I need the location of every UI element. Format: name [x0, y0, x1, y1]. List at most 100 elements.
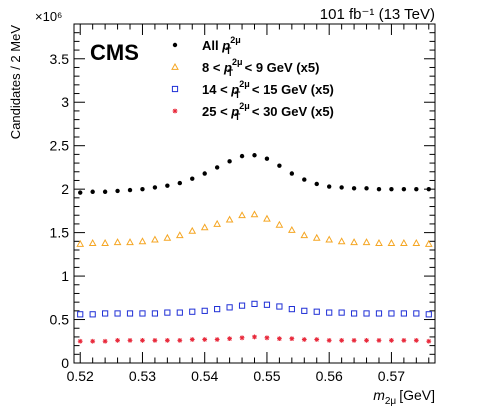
data-point	[312, 233, 321, 241]
x-tick-label: 0.53	[129, 368, 156, 384]
data-point	[287, 225, 296, 233]
data-point	[301, 337, 307, 342]
data-point	[189, 308, 196, 315]
data-point	[201, 307, 208, 314]
legend-sub: T	[228, 68, 234, 78]
data-point	[226, 304, 233, 311]
data-point	[89, 311, 96, 318]
data-point	[126, 238, 134, 246]
y-axis: 0 0.5 1 1.5 2 2.5 3 3.5	[50, 23, 435, 371]
data-point	[263, 301, 271, 308]
data-point	[151, 235, 159, 243]
data-point	[227, 159, 232, 164]
data-point	[213, 219, 222, 227]
legend-sub: T	[235, 112, 241, 122]
data-point	[376, 338, 382, 343]
x-tick-label: 0.55	[253, 368, 280, 384]
series-2	[77, 300, 432, 318]
legend-sup: 2μ	[230, 35, 241, 45]
data-point	[326, 184, 332, 189]
data-point	[151, 310, 159, 317]
data-point	[276, 336, 282, 342]
lumi-label: 101 fb⁻¹ (13 TeV)	[320, 6, 435, 23]
data-point	[152, 338, 158, 343]
data-point	[88, 239, 97, 246]
data-point	[350, 310, 358, 317]
legend-pre: 8 <	[202, 60, 224, 75]
data-point	[363, 310, 370, 317]
data-point	[164, 309, 171, 316]
legend-sup: 2μ	[239, 101, 250, 111]
x-axis-title: m2μ [GeV]	[373, 387, 435, 407]
data-point	[140, 186, 145, 192]
data-point	[362, 238, 371, 246]
data-point	[351, 338, 357, 343]
data-point	[175, 231, 184, 239]
data-point	[300, 231, 309, 239]
data-point	[252, 334, 257, 340]
data-point	[413, 338, 419, 343]
data-point	[202, 171, 207, 176]
data-point	[426, 338, 432, 344]
data-point	[127, 187, 133, 193]
data-point	[389, 338, 394, 343]
y-tick-label: 2	[61, 181, 69, 197]
data-point	[227, 336, 233, 342]
series-1	[76, 210, 433, 247]
data-point	[190, 176, 195, 181]
data-point	[140, 338, 145, 343]
series-3	[77, 334, 432, 344]
data-point	[424, 239, 433, 247]
data-point	[90, 189, 95, 194]
data-point	[288, 306, 295, 313]
y-tick-label: 1	[61, 268, 69, 284]
data-point	[176, 309, 183, 316]
data-point	[164, 338, 170, 343]
data-point	[163, 233, 172, 241]
data-point	[214, 306, 221, 313]
data-point	[412, 239, 421, 246]
data-point	[127, 338, 133, 343]
x-axis-title-m: m	[373, 387, 385, 403]
x-axis-title-sub: 2μ	[385, 396, 397, 407]
data-point	[351, 186, 357, 191]
legend-pre: All	[202, 38, 222, 53]
data-point	[400, 239, 408, 246]
data-point	[114, 310, 121, 317]
legend-sup: 2μ	[239, 79, 250, 89]
y-axis-title: Candidates / 2 MeV	[8, 25, 23, 140]
data-point	[426, 186, 431, 192]
data-point	[314, 337, 320, 342]
x-tick-label: 0.52	[67, 368, 94, 384]
y-tick-label: 0.5	[50, 312, 70, 328]
y-multiplier: ×10⁶	[35, 9, 62, 24]
data-point	[200, 223, 209, 231]
data-point	[325, 235, 334, 243]
data-point	[177, 180, 183, 186]
data-point	[401, 338, 407, 343]
x-axis-title-unit: [GeV]	[399, 387, 435, 403]
legend-marker	[171, 85, 179, 93]
data-point	[376, 186, 382, 192]
data-point	[275, 220, 284, 228]
data-point	[400, 310, 407, 317]
data-point	[387, 239, 396, 246]
data-point	[375, 239, 383, 246]
x-tick-label: 0.57	[378, 368, 405, 384]
legend-sup: 2μ	[232, 57, 243, 67]
x-axis: 0.52 0.53 0.54 0.55 0.56 0.57	[67, 24, 430, 384]
data-point	[77, 338, 83, 344]
legend-marker	[172, 108, 178, 114]
legend-pre: 14 <	[202, 82, 231, 97]
data-point	[238, 211, 246, 219]
data-point	[263, 214, 271, 222]
x-tick-label: 0.54	[191, 368, 218, 384]
legend-entry: 25 < p2μ T < 30 GeV (x5)	[202, 101, 334, 122]
legend-p: p	[230, 82, 239, 97]
data-point	[339, 338, 345, 343]
legend-sub: T	[235, 90, 241, 100]
data-point	[252, 153, 257, 158]
data-point	[326, 309, 333, 316]
data-point	[264, 156, 270, 161]
data-point	[338, 309, 345, 316]
